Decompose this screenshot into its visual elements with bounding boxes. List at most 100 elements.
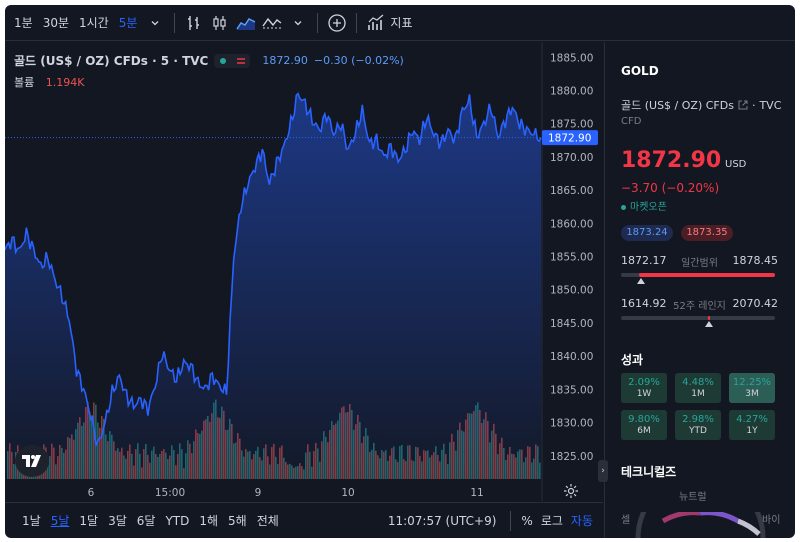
y-tick-label: 1880.00 bbox=[550, 85, 593, 97]
y-tick-label: 1885.00 bbox=[550, 52, 593, 64]
technicals-title: 테크니컬즈 bbox=[621, 465, 677, 479]
perf-1y[interactable]: 4.27% 1Y bbox=[729, 410, 775, 440]
top-toolbar: 1분 30분 1시간 5분 지표 bbox=[5, 5, 795, 41]
market-status: 마켓오픈 bbox=[621, 198, 667, 213]
year-range-marker-icon bbox=[704, 321, 713, 327]
last-price-tag bbox=[542, 130, 598, 146]
day-range-low: 1872.17 bbox=[621, 254, 667, 267]
range-5day[interactable]: 5날 bbox=[50, 514, 70, 528]
perf-value: 4.48% bbox=[682, 377, 714, 388]
perf-value: 12.25% bbox=[732, 377, 772, 388]
bid-price-badge: 1873.24 bbox=[621, 225, 673, 241]
range-ytd[interactable]: YTD bbox=[165, 513, 190, 528]
range-3month[interactable]: 3달 bbox=[108, 514, 127, 528]
interval-5min[interactable]: 5분 bbox=[118, 16, 138, 30]
panel-instrument-type: CFD bbox=[621, 116, 642, 127]
range-5year[interactable]: 5해 bbox=[228, 514, 247, 528]
indicators-button[interactable]: 지표 bbox=[367, 14, 413, 32]
panel-currency: USD bbox=[725, 159, 747, 170]
indicators-icon bbox=[368, 14, 384, 30]
technicals-buy-label: 바이 bbox=[762, 515, 781, 526]
percent-scale-toggle[interactable]: % bbox=[521, 513, 533, 528]
external-link-icon[interactable] bbox=[738, 100, 748, 110]
market-status-label: 마켓오픈 bbox=[630, 202, 667, 213]
interval-dropdown-chevron-icon[interactable] bbox=[144, 12, 166, 34]
y-tick-label: 1870.00 bbox=[550, 152, 593, 164]
perf-period: 1W bbox=[636, 389, 652, 399]
perf-1m[interactable]: 4.48% 1M bbox=[675, 373, 721, 403]
range-1month[interactable]: 1달 bbox=[79, 514, 99, 528]
interval-1min[interactable]: 1분 bbox=[14, 16, 33, 30]
y-tick-label: 1825.00 bbox=[550, 451, 593, 463]
technicals-neutral-label: 뉴트럴 bbox=[679, 492, 707, 503]
range-all[interactable]: 전체 bbox=[256, 514, 279, 528]
panel-collapse-chevron-icon[interactable]: › bbox=[598, 460, 608, 482]
candles-chart-icon[interactable] bbox=[209, 12, 231, 34]
x-tick-label: 9 bbox=[255, 487, 262, 499]
year-range-row: 1614.92 52주 레인지 2070.42 bbox=[621, 297, 778, 312]
chart-legend: 골드 (US$ / OZ) CFDs · 5 · TVC 1872.90 −0.… bbox=[14, 52, 404, 69]
chart-canvas[interactable]: 1825.00 1830.00 1835.00 1840.00 1845.00 1850.… bbox=[5, 42, 603, 501]
technicals-gauge bbox=[635, 512, 766, 538]
range-1day[interactable]: 1날 bbox=[22, 514, 41, 528]
x-tick-label: 6 bbox=[88, 487, 95, 499]
add-compare-icon[interactable] bbox=[326, 12, 348, 34]
legend-last-price: 1872.90 bbox=[262, 54, 308, 67]
panel-exchange[interactable]: TVC bbox=[759, 98, 782, 112]
year-range-bar bbox=[621, 316, 775, 327]
day-range-bar bbox=[621, 273, 775, 284]
indicators-label: 지표 bbox=[390, 16, 413, 30]
perf-value: 2.09% bbox=[628, 377, 660, 388]
area-chart-icon[interactable] bbox=[235, 12, 257, 34]
bottom-divider bbox=[510, 510, 512, 531]
perf-period: 6M bbox=[637, 426, 651, 436]
bottom-toolbar: 1날 5날 1달 3달 6달 YTD 1해 5해 전체 11:07:57 (UT… bbox=[5, 502, 603, 538]
interval-30min[interactable]: 30분 bbox=[42, 16, 69, 30]
clock-timezone[interactable]: 11:07:57 (UTC+9) bbox=[387, 513, 497, 528]
perf-ytd[interactable]: 2.98% YTD bbox=[675, 410, 721, 440]
y-tick-label: 1865.00 bbox=[550, 185, 593, 197]
perf-period: 3M bbox=[745, 389, 759, 399]
log-scale-toggle[interactable]: 로그 bbox=[540, 514, 563, 528]
toolbar-divider bbox=[174, 12, 176, 33]
volume-label: 볼륨 bbox=[14, 76, 35, 89]
perf-1w[interactable]: 2.09% 1W bbox=[621, 373, 667, 403]
y-tick-label: 1875.00 bbox=[550, 119, 593, 131]
menu-lines-icon bbox=[236, 57, 245, 64]
exchange-separator: · bbox=[751, 98, 756, 112]
day-range-label: 일간범위 bbox=[681, 258, 718, 269]
volume-value: 1.194K bbox=[45, 76, 85, 89]
year-range-high: 2070.42 bbox=[732, 297, 779, 310]
chart-type-chevron-icon[interactable] bbox=[287, 12, 309, 34]
range-1year[interactable]: 1해 bbox=[199, 514, 219, 528]
year-range-low: 1614.92 bbox=[621, 297, 667, 310]
y-tick-label: 1855.00 bbox=[550, 252, 593, 264]
instrument-name-text[interactable]: 골드 (US$ / OZ) CFDs bbox=[621, 99, 734, 112]
tradingview-logo-icon[interactable] bbox=[15, 445, 49, 477]
y-tick-label: 1835.00 bbox=[550, 384, 593, 396]
perf-6m[interactable]: 9.80% 6M bbox=[621, 410, 667, 440]
bars-chart-icon[interactable] bbox=[183, 12, 205, 34]
range-6month[interactable]: 6달 bbox=[136, 514, 156, 528]
perf-period: 1M bbox=[691, 389, 705, 399]
performance-title: 성과 bbox=[621, 353, 644, 367]
price-chart[interactable]: 1825.00 1830.00 1835.00 1840.00 1845.00 1850.… bbox=[5, 42, 603, 501]
chart-settings-gear-icon[interactable] bbox=[563, 483, 579, 503]
interval-1hour[interactable]: 1시간 bbox=[79, 16, 109, 30]
panel-price: 1872.90 bbox=[621, 148, 722, 173]
market-status-dot-icon bbox=[621, 204, 626, 210]
price-area-fill bbox=[5, 93, 541, 479]
symbol-details-panel: GOLD 골드 (US$ / OZ) CFDs · TVC CFD 1872.9… bbox=[604, 42, 795, 538]
perf-value: 9.80% bbox=[628, 414, 660, 425]
price-line bbox=[5, 92, 542, 446]
toolbar-divider bbox=[356, 12, 358, 33]
x-tick-label: 15:00 bbox=[155, 487, 185, 499]
panel-symbol[interactable]: GOLD bbox=[621, 64, 659, 78]
perf-3m[interactable]: 12.25% 3M bbox=[729, 373, 775, 403]
auto-scale-toggle[interactable]: 자동 bbox=[570, 514, 593, 528]
compare-chart-icon[interactable] bbox=[261, 12, 283, 34]
day-range-row: 1872.17 일간범위 1878.45 bbox=[621, 254, 778, 269]
legend-title[interactable]: 골드 (US$ / OZ) CFDs · 5 · TVC bbox=[14, 54, 209, 68]
y-tick-label: 1830.00 bbox=[550, 418, 593, 430]
legend-status-pill[interactable] bbox=[214, 53, 251, 68]
